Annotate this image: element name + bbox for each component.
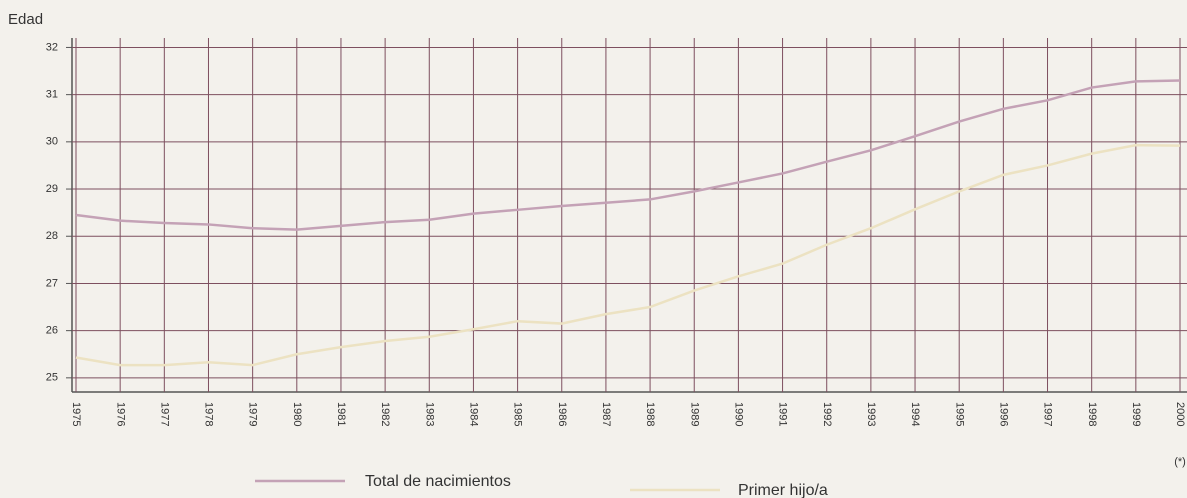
series-line xyxy=(75,79,1181,231)
y-tick-label: 28 xyxy=(46,230,58,242)
x-tick-label: 1977 xyxy=(158,402,170,426)
x-tick-label: 1982 xyxy=(379,402,391,426)
x-tick-label: 1996 xyxy=(997,402,1009,426)
x-tick-label: 1998 xyxy=(1086,402,1098,426)
series-line xyxy=(75,143,1181,367)
x-tick-label: 1995 xyxy=(953,402,965,426)
x-tick-label: 1991 xyxy=(777,402,789,426)
y-tick-label: 27 xyxy=(46,277,58,289)
x-tick-label: 1990 xyxy=(732,402,744,426)
note: (*) xyxy=(1174,456,1186,468)
x-tick-label: 1985 xyxy=(512,402,524,426)
x-tick-label: 1978 xyxy=(203,402,215,426)
y-tick-label: 29 xyxy=(46,183,58,195)
y-tick-label: 26 xyxy=(46,325,58,337)
x-tick-label: 1999 xyxy=(1130,402,1142,426)
x-tick-label: 1989 xyxy=(688,402,700,426)
x-tick-label: 1994 xyxy=(909,402,921,426)
legend-label: Total de nacimientos xyxy=(365,473,511,490)
x-tick-label: 1976 xyxy=(114,402,126,426)
x-tick-label: 1993 xyxy=(865,402,877,426)
y-tick-label: 30 xyxy=(46,136,58,148)
y-tick-label: 25 xyxy=(46,372,58,384)
x-tick-label: 1980 xyxy=(291,402,303,426)
x-tick-label: 1997 xyxy=(1042,402,1054,426)
x-tick-label: 1983 xyxy=(423,402,435,426)
x-tick-label: 1975 xyxy=(70,402,82,426)
x-tick-label: 1986 xyxy=(556,402,568,426)
y-axis-label: Edad xyxy=(8,11,43,28)
x-tick-label: 1988 xyxy=(644,402,656,426)
x-tick-label: 2000 xyxy=(1174,402,1186,426)
x-tick-label: 1992 xyxy=(821,402,833,426)
legend-label: Primer hijo/a xyxy=(738,482,828,498)
x-tick-label: 1981 xyxy=(335,402,347,426)
x-tick-label: 1979 xyxy=(247,402,259,426)
y-tick-label: 32 xyxy=(46,41,58,53)
x-tick-label: 1984 xyxy=(468,402,480,426)
x-tick-label: 1987 xyxy=(600,402,612,426)
y-tick-label: 31 xyxy=(46,89,58,101)
